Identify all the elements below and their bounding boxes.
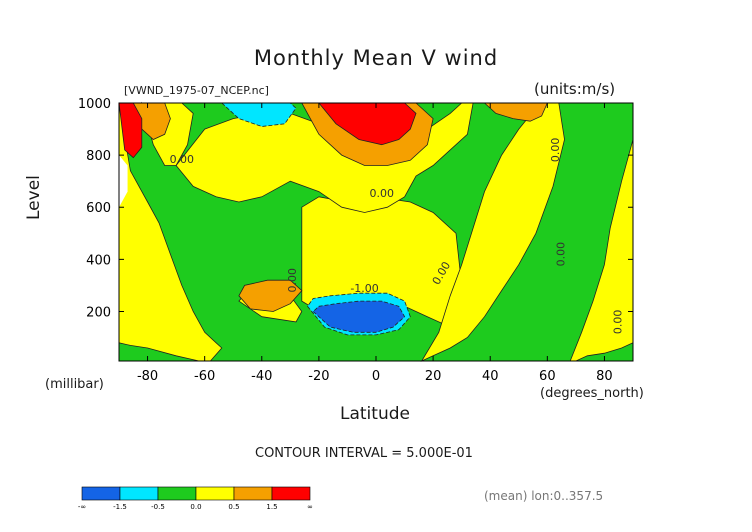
x-tick-label: 80 — [596, 369, 613, 384]
colorbar-tick-label: -0.5 — [151, 503, 165, 511]
colorbar-tick-label: ∞ — [307, 503, 313, 511]
colorbar-swatch-0 — [81, 486, 121, 501]
x-tick-label: -20 — [308, 369, 329, 384]
y-axis-label: Level — [24, 175, 44, 220]
x-tick-label: -40 — [251, 369, 272, 384]
units-label: (units:m/s) — [534, 80, 616, 98]
x-tick-label: -60 — [194, 369, 215, 384]
contour-label-5: 0.00 — [549, 138, 562, 163]
mean-longitude-label: (mean) lon:0..357.5 — [484, 489, 604, 503]
colorbar-tick-label: -1.5 — [113, 503, 127, 511]
contour-region-14 — [312, 300, 406, 333]
colorbar-swatch-2 — [157, 486, 197, 501]
y-tick-label: 800 — [86, 149, 111, 164]
colorbar-swatch-5 — [271, 486, 311, 501]
x-tick-label: -80 — [137, 369, 158, 384]
colorbar-tick-label: 0.5 — [228, 503, 239, 511]
y-tick-label: 200 — [86, 305, 111, 320]
colorbar-swatch-3 — [195, 486, 235, 501]
colorbar-swatch-4 — [233, 486, 273, 501]
contour-interval-label: CONTOUR INTERVAL = 5.000E-01 — [255, 446, 473, 461]
contour-region-8 — [238, 279, 303, 312]
colorbar: -∞ -1.5 -0.5 0.0 0.5 1.5 ∞ — [78, 486, 313, 511]
contour-label-1: 0.00 — [286, 268, 299, 293]
axes: -80 -60 -40 -20 0 20 40 60 80 200 400 600 800 1000 — [78, 97, 634, 384]
plot-area: 0.000.000.000.000.000.000.00-1.00 — [118, 101, 634, 362]
dataset-filename: [VWND_1975-07_NCEP.nc] — [124, 84, 269, 97]
y-tick-label: 1000 — [78, 97, 111, 112]
contour-label-4: 0.00 — [554, 242, 567, 267]
chart-title: Monthly Mean V wind — [253, 46, 499, 70]
below-surface-mask — [119, 155, 128, 208]
contour-region-5 — [175, 102, 474, 213]
x-tick-label: 40 — [482, 369, 499, 384]
y-tick-label: 600 — [86, 201, 111, 216]
colorbar-swatch-1 — [119, 486, 159, 501]
contour-label-0: 0.00 — [170, 153, 195, 166]
x-axis-unit: (degrees_north) — [540, 386, 644, 401]
y-axis-unit: (millibar) — [45, 377, 104, 392]
contour-label-6: 0.00 — [612, 310, 625, 335]
x-tick-label: 20 — [425, 369, 442, 384]
colorbar-tick-label: -∞ — [78, 503, 86, 511]
contour-label-2: 0.00 — [369, 187, 394, 200]
y-tick-label: 400 — [86, 253, 111, 268]
colorbar-tick-label: 1.5 — [266, 503, 277, 511]
contour-label-7: -1.00 — [350, 282, 378, 295]
colorbar-tick-label: 0.0 — [190, 503, 201, 511]
x-tick-label: 0 — [372, 369, 380, 384]
contour-region-1 — [118, 102, 223, 362]
x-axis-label: Latitude — [340, 404, 410, 424]
x-tick-label: 60 — [539, 369, 556, 384]
